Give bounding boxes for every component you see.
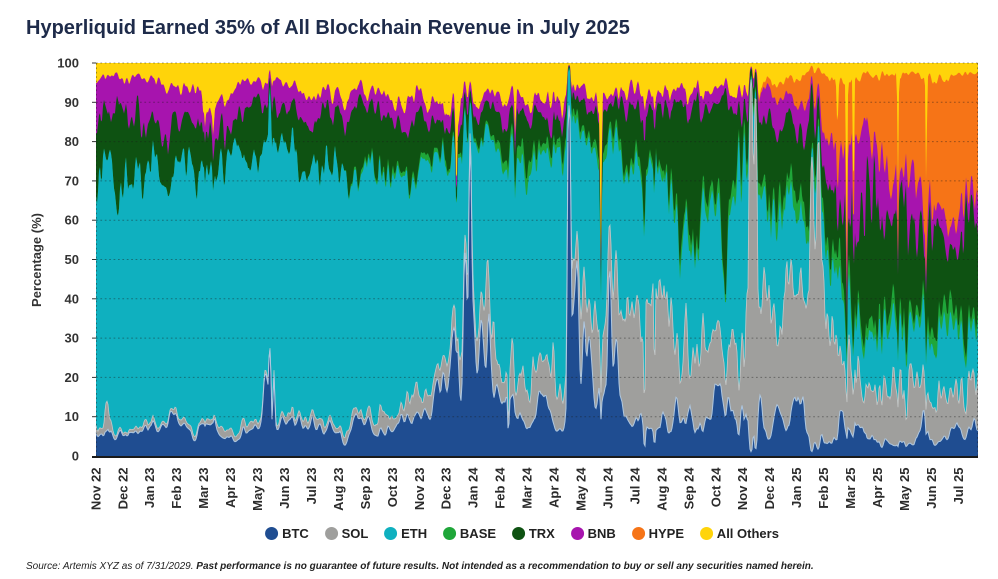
svg-text:Percentage (%): Percentage (%)	[29, 213, 44, 307]
svg-text:Nov 23: Nov 23	[412, 468, 427, 511]
svg-text:Sep 24: Sep 24	[681, 467, 696, 510]
svg-text:Dec 24: Dec 24	[762, 467, 777, 510]
svg-text:Jul 23: Jul 23	[304, 468, 319, 505]
svg-text:Jul 25: Jul 25	[951, 468, 966, 505]
svg-text:Jun 24: Jun 24	[601, 467, 616, 509]
svg-text:Feb 25: Feb 25	[816, 468, 831, 509]
svg-text:20: 20	[65, 370, 79, 385]
svg-text:Nov 24: Nov 24	[735, 467, 750, 510]
svg-text:Mar 25: Mar 25	[843, 468, 858, 509]
svg-text:70: 70	[65, 173, 79, 188]
svg-text:60: 60	[65, 213, 79, 228]
svg-text:May 24: May 24	[574, 467, 589, 511]
svg-text:Jun 25: Jun 25	[924, 468, 939, 509]
svg-text:10: 10	[65, 409, 79, 424]
svg-text:Apr 23: Apr 23	[223, 468, 238, 508]
svg-text:Aug 24: Aug 24	[654, 467, 669, 511]
svg-text:80: 80	[65, 134, 79, 149]
svg-text:Mar 24: Mar 24	[520, 467, 535, 509]
svg-text:50: 50	[65, 252, 79, 267]
svg-text:Dec 22: Dec 22	[115, 468, 130, 510]
svg-text:Dec 23: Dec 23	[439, 468, 454, 510]
svg-text:100: 100	[57, 56, 79, 71]
svg-text:Oct 24: Oct 24	[708, 467, 723, 508]
svg-text:0: 0	[72, 449, 79, 464]
svg-text:Jul 24: Jul 24	[627, 467, 642, 505]
svg-text:Jan 23: Jan 23	[142, 468, 157, 508]
svg-text:May 23: May 23	[250, 468, 265, 511]
svg-text:Oct 23: Oct 23	[385, 468, 400, 508]
svg-text:90: 90	[65, 95, 79, 110]
svg-text:Apr 24: Apr 24	[547, 467, 562, 508]
svg-text:Feb 24: Feb 24	[493, 467, 508, 509]
svg-text:40: 40	[65, 291, 79, 306]
svg-text:Feb 23: Feb 23	[169, 468, 184, 509]
svg-text:Sep 23: Sep 23	[358, 468, 373, 510]
svg-text:Apr 25: Apr 25	[870, 468, 885, 508]
svg-text:Nov 22: Nov 22	[88, 468, 103, 511]
svg-text:Jan 24: Jan 24	[466, 467, 481, 508]
svg-text:30: 30	[65, 331, 79, 346]
svg-text:Jan 25: Jan 25	[789, 468, 804, 508]
svg-text:May 25: May 25	[897, 468, 912, 511]
svg-text:Jun 23: Jun 23	[277, 468, 292, 509]
svg-text:Aug 23: Aug 23	[331, 468, 346, 511]
svg-text:Mar 23: Mar 23	[196, 468, 211, 509]
